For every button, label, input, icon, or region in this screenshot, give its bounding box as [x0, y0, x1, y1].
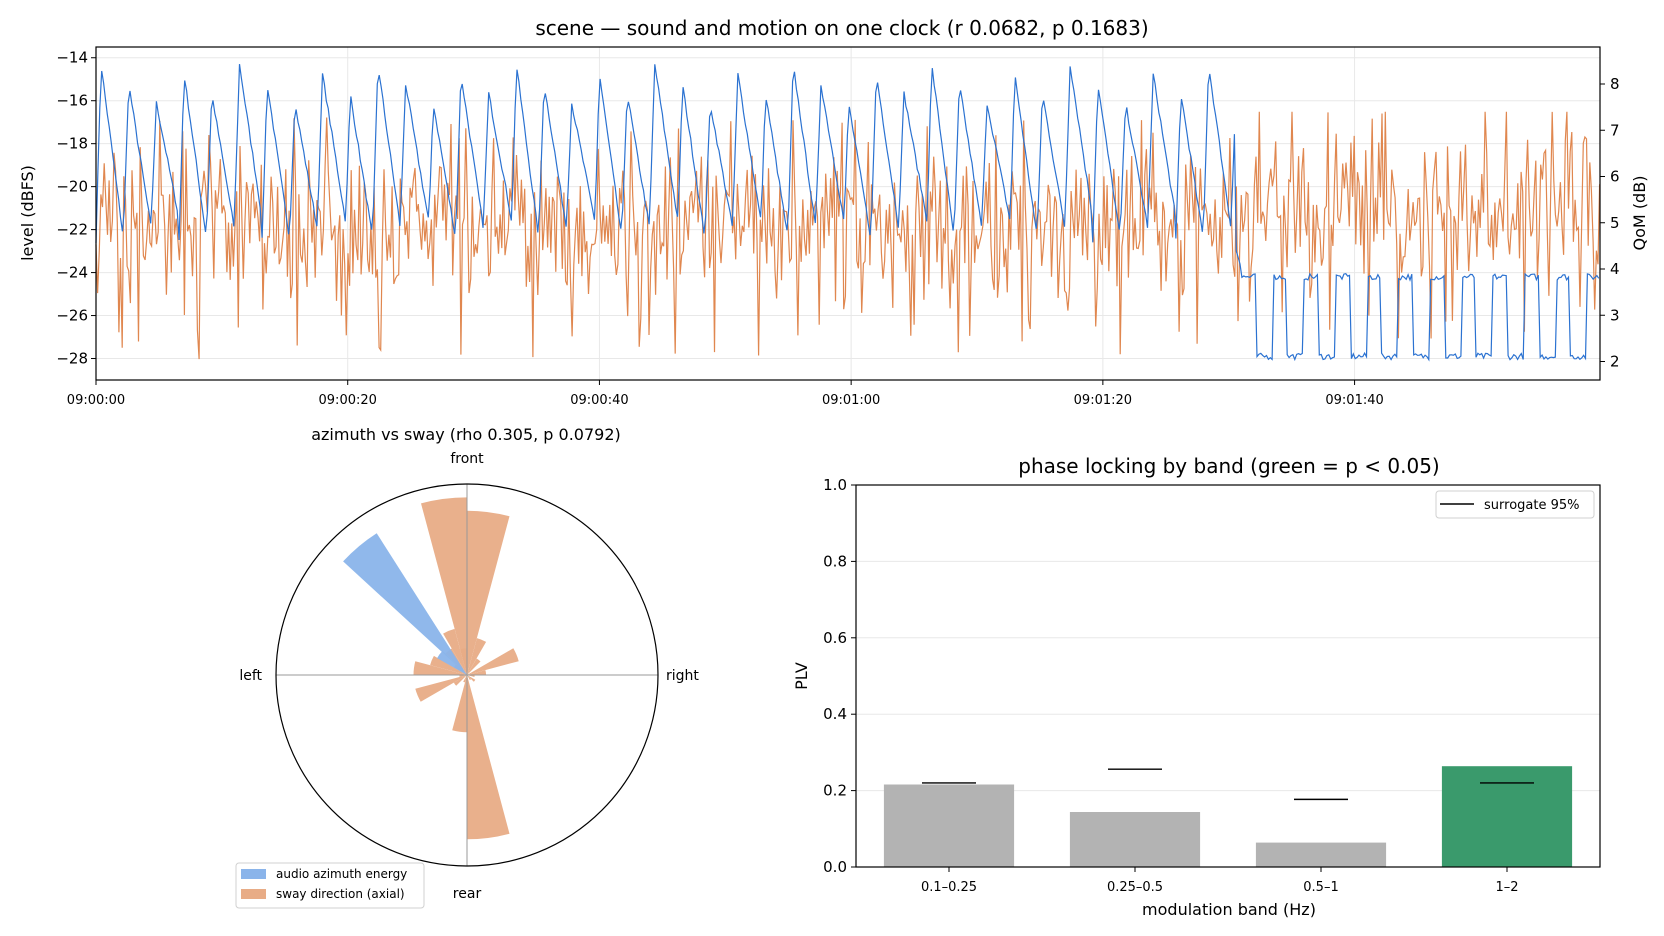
sway-wedge	[467, 675, 476, 682]
legend-label-surrogate: surrogate 95%	[1484, 498, 1579, 513]
sway-wedge	[467, 638, 487, 675]
sway-wedge	[467, 675, 472, 680]
timeseries-x-tick-label: 09:01:00	[822, 393, 880, 408]
bar-y-tick-label: 0.0	[823, 858, 847, 876]
timeseries-x-tick-label: 09:00:40	[570, 393, 628, 408]
sway-wedge	[467, 658, 481, 675]
bar-frame	[855, 484, 1601, 868]
level-series-line	[95, 64, 1600, 362]
timeseries-x-ticks: 09:00:00 09:00:20 09:00:40 09:01:00 09:01:20…	[67, 380, 1384, 408]
timeseries-title: scene — sound and motion on one clock (r…	[535, 16, 1148, 40]
legend-label-azimuth: audio azimuth energy	[276, 867, 407, 881]
timeseries-grid	[95, 47, 1600, 380]
timeseries-y2-tick-label: 8	[1610, 75, 1620, 93]
timeseries-y2-ticks: 2 3 4 5 6 7 8	[1600, 75, 1620, 371]
bar-title: phase locking by band (green = p < 0.05)	[1018, 454, 1439, 478]
legend-label-sway: sway direction (axial)	[276, 887, 405, 901]
timeseries-y2-tick-label: 2	[1610, 353, 1620, 371]
bar-y-ticks: 0.0 0.2 0.4 0.6 0.8 1.0	[823, 476, 856, 876]
timeseries-y2-tick-label: 7	[1610, 121, 1620, 139]
azimuth-wedge	[343, 533, 467, 675]
bar-y-tick-label: 0.4	[823, 705, 847, 723]
timeseries-frame	[95, 46, 1601, 381]
timeseries-y2-tick-label: 6	[1610, 168, 1620, 186]
timeseries-y-tick-label: −24	[56, 264, 88, 282]
bar	[883, 784, 1015, 867]
polar-label-left: left	[239, 668, 262, 684]
polar-panel: azimuth vs sway (rho 0.305, p 0.0792) fr…	[235, 425, 699, 909]
timeseries-y-tick-label: −22	[56, 221, 88, 239]
sway-wedge	[430, 655, 467, 675]
bar-xlabel: modulation band (Hz)	[1142, 900, 1316, 919]
bar-legend: surrogate 95%	[1435, 490, 1595, 519]
sway-wedge	[421, 497, 467, 675]
timeseries-ylabel: level (dBFS)	[18, 165, 37, 261]
polar-label-rear: rear	[453, 886, 482, 902]
bar-x-tick-label: 1–2	[1495, 880, 1518, 895]
sway-wedge	[460, 648, 467, 675]
timeseries-y-tick-label: −20	[56, 178, 88, 196]
timeseries-y2label: QoM (dB)	[1630, 176, 1649, 251]
polar-label-right: right	[666, 668, 699, 684]
timeseries-y-ticks: −14 −16 −18 −20 −22 −24 −26 −28	[56, 49, 96, 368]
sway-wedge	[443, 628, 467, 675]
bar	[1441, 766, 1573, 867]
timeseries-y2-tick-label: 5	[1610, 214, 1620, 232]
timeseries-y-tick-label: −28	[56, 350, 88, 368]
polar-title: azimuth vs sway (rho 0.305, p 0.0792)	[311, 425, 621, 444]
bar-legend-frame	[1435, 490, 1595, 519]
bar-x-ticks: 0.1–0.25 0.25–0.5 0.5–1 1–2	[921, 867, 1519, 895]
azimuth-wedge	[437, 650, 467, 675]
bar-ylabel: PLV	[792, 662, 811, 690]
sway-wedge	[467, 670, 487, 675]
timeseries-panel: scene — sound and motion on one clock (r…	[18, 16, 1649, 408]
polar-legend-frame	[235, 862, 425, 909]
timeseries-y-tick-label: −16	[56, 92, 88, 110]
bar-bars	[883, 766, 1573, 867]
timeseries-y2-tick-label: 3	[1610, 306, 1620, 324]
bar-y-tick-label: 1.0	[823, 476, 847, 494]
timeseries-y-tick-label: −18	[56, 135, 88, 153]
sway-wedge	[467, 648, 519, 675]
polar-label-front: front	[450, 451, 484, 467]
timeseries-x-tick-label: 09:01:40	[1325, 393, 1383, 408]
polar-bars	[343, 497, 519, 840]
bar-surrogate-lines	[922, 768, 1534, 801]
legend-swatch-azimuth	[241, 869, 266, 879]
polar-legend: audio azimuth energy sway direction (axi…	[235, 862, 425, 909]
bar-x-tick-label: 0.1–0.25	[921, 880, 977, 895]
sway-wedge	[415, 675, 467, 702]
timeseries-x-tick-label: 09:01:20	[1074, 393, 1132, 408]
timeseries-y-tick-label: −26	[56, 307, 88, 325]
timeseries-y-tick-label: −14	[56, 49, 88, 67]
sway-wedge	[413, 661, 467, 675]
bar	[1069, 812, 1201, 867]
polar-outer-circle	[275, 483, 659, 867]
bar-y-tick-label: 0.6	[823, 629, 847, 647]
sway-wedge	[453, 675, 467, 686]
sway-wedge	[452, 675, 467, 733]
bar-y-tick-label: 0.8	[823, 552, 847, 570]
bar-panel: phase locking by band (green = p < 0.05)…	[792, 454, 1601, 919]
bar-x-tick-label: 0.5–1	[1303, 880, 1338, 895]
bar-y-tick-label: 0.2	[823, 782, 847, 800]
timeseries-x-tick-label: 09:00:00	[67, 393, 125, 408]
sway-wedge	[467, 510, 510, 675]
bar	[1255, 842, 1387, 867]
sway-wedge	[467, 675, 510, 840]
qom-series-line	[95, 111, 1601, 360]
timeseries-x-tick-label: 09:00:20	[319, 393, 377, 408]
bar-x-tick-label: 0.25–0.5	[1107, 880, 1163, 895]
timeseries-y2-tick-label: 4	[1610, 260, 1620, 278]
sway-wedge	[463, 675, 467, 683]
legend-swatch-sway	[241, 889, 266, 899]
